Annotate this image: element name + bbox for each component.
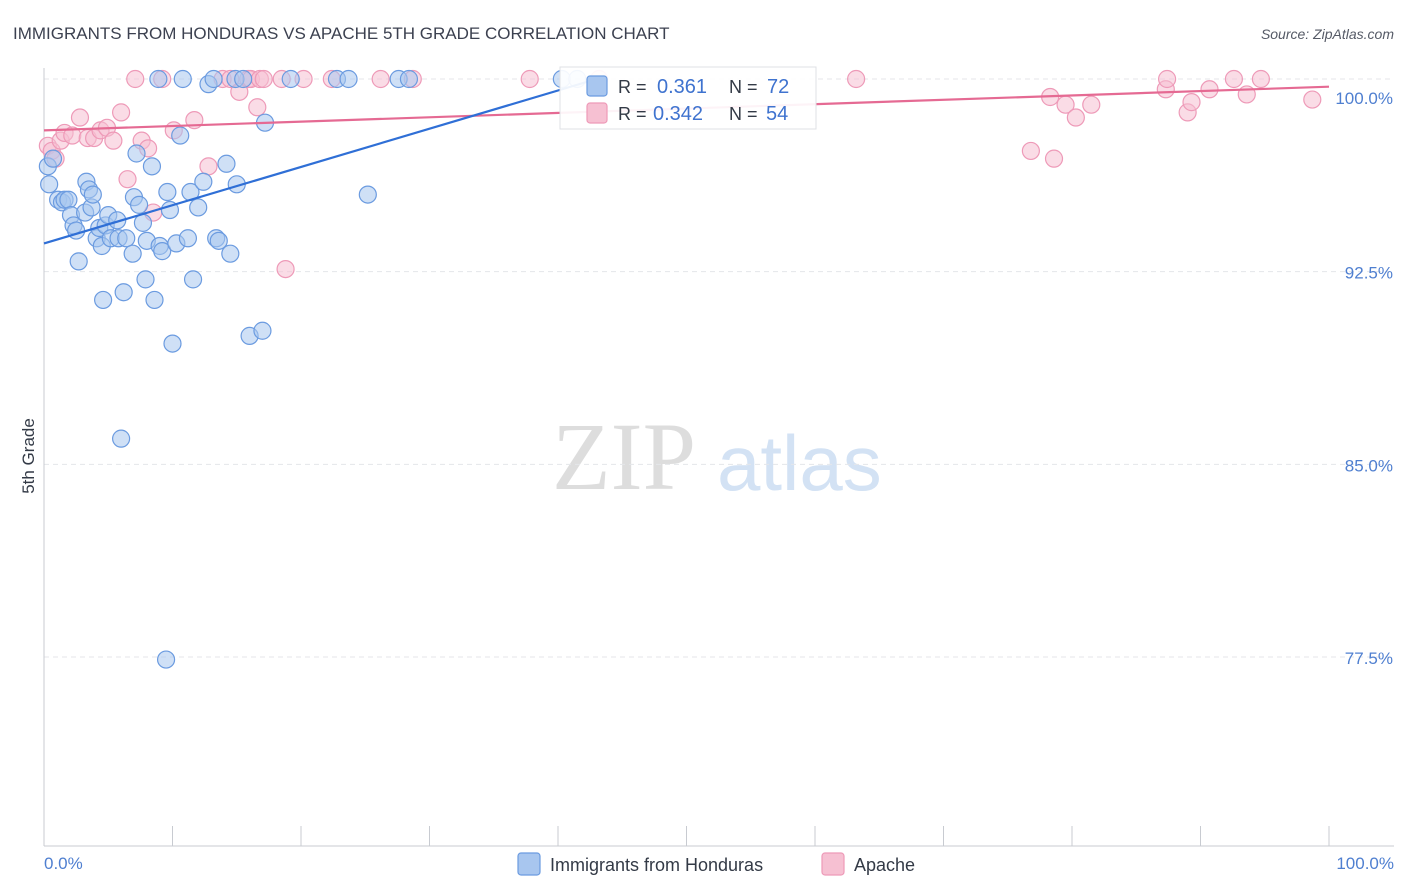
apache-point [276,259,295,279]
stats-n-value-1: 72 [767,76,789,98]
honduras-point [145,290,164,310]
honduras-point [339,69,358,89]
y-tick-label: 100.0% [1335,89,1393,108]
honduras-point [114,283,133,302]
legend: Immigrants from Honduras Apache [517,852,915,876]
apache-point [1157,69,1177,89]
honduras-point [217,154,236,173]
honduras-trend-line [43,77,597,245]
apache-point [1021,141,1040,161]
stats-r-label-1: R = [618,77,647,97]
y-axis-label: 5th Grade [19,418,38,494]
apache-point [847,69,866,89]
y-tick-label: 92.5% [1345,264,1393,283]
gridlines [44,78,1394,658]
honduras-point [59,190,78,209]
honduras-point [221,244,240,263]
y-tick-label: 85.0% [1345,456,1393,475]
stats-swatch-apache [586,102,608,124]
apache-point [248,98,267,117]
legend-swatch-apache [821,852,845,876]
honduras-point [178,229,198,248]
honduras-point [133,213,153,232]
apache-point [104,131,123,150]
honduras-point [281,69,300,89]
stats-n-value-2: 54 [766,103,788,125]
apache-point [371,69,390,89]
stats-swatch-honduras [586,75,608,97]
honduras-point [399,69,419,89]
watermark-zip: ZIP [552,403,696,510]
apache-point [118,170,137,189]
honduras-point [173,69,192,89]
apache-point [1251,69,1270,89]
stats-r-label-2: R = [618,104,647,124]
honduras-point [111,429,131,448]
apache-point [520,69,539,89]
honduras-point [127,144,146,163]
stats-n-label-1: N = [729,77,758,97]
honduras-point [189,198,208,217]
honduras-points [38,69,587,669]
legend-label-apache: Apache [854,855,915,875]
honduras-point [117,229,136,248]
honduras-point [209,231,228,250]
honduras-point [129,195,149,214]
honduras-point [153,242,172,261]
apache-point [70,108,90,127]
watermark-atlas: atlas [717,419,882,507]
apache-point [1303,90,1322,109]
stats-n-label-2: N = [729,104,758,124]
stats-r-value-2: 0.342 [653,103,703,125]
apache-point [1066,108,1085,127]
honduras-point [142,157,162,176]
apache-point [199,157,218,176]
y-tick-label: 77.5% [1345,649,1393,668]
honduras-point [69,252,88,271]
stats-r-value-1: 0.361 [657,76,707,98]
honduras-point [83,185,102,204]
honduras-point [156,650,176,669]
honduras-point [253,321,272,340]
honduras-point [40,175,59,194]
apache-point [1182,93,1201,112]
legend-label-honduras: Immigrants from Honduras [550,855,763,875]
apache-point [1224,69,1244,89]
honduras-point [234,69,253,89]
stats-box: R = 0.361 N = 72 R = 0.342 N = 54 [559,66,817,130]
chart-title: IMMIGRANTS FROM HONDURAS VS APACHE 5TH G… [13,24,669,43]
apache-point [1082,95,1101,114]
honduras-point [171,126,190,145]
honduras-point [123,244,142,263]
honduras-point [94,290,113,310]
honduras-point [204,69,223,89]
honduras-point [43,149,63,168]
honduras-point [158,182,177,202]
apache-point [111,103,131,122]
legend-swatch-honduras [517,852,541,876]
honduras-point [358,185,377,204]
honduras-point [136,270,155,289]
apache-point [254,69,273,89]
apache-point [1044,149,1064,168]
honduras-point [149,69,168,89]
honduras-point [194,172,213,191]
x-tick-label-min: 0.0% [44,854,83,873]
watermark: ZIP atlas [552,403,882,510]
x-tick-label-max: 100.0% [1336,854,1394,873]
source-label: Source: ZipAtlas.com [1261,26,1394,42]
apache-point [1200,80,1219,99]
apache-point [126,69,145,89]
y-axis-tick-labels: 100.0% 92.5% 85.0% 77.5% [1335,89,1393,668]
honduras-point [163,334,182,353]
honduras-point [183,270,203,289]
x-axis-ticks [43,826,1330,846]
honduras-point [108,211,127,230]
